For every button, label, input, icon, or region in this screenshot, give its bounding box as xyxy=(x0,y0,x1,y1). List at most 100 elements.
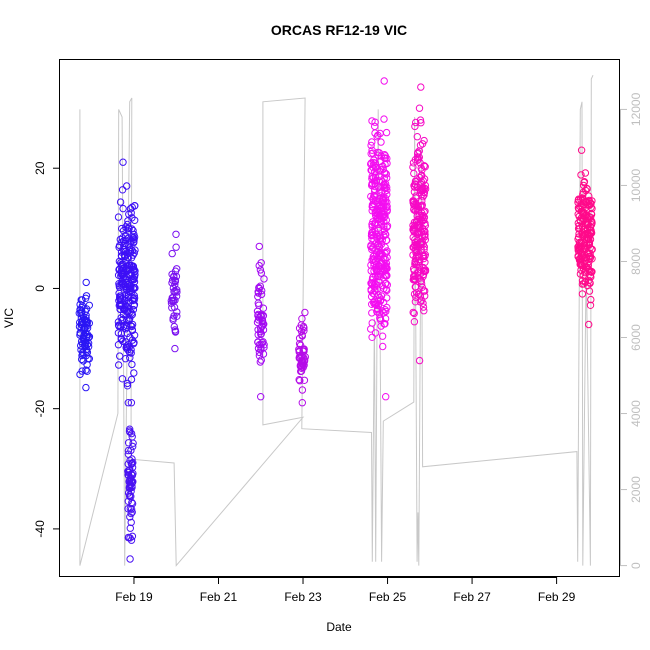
data-point xyxy=(415,104,424,112)
data-point xyxy=(378,332,387,340)
data-point xyxy=(367,325,375,333)
data-point xyxy=(419,299,427,307)
data-point xyxy=(371,122,379,131)
data-point xyxy=(410,218,419,227)
data-point xyxy=(75,309,84,317)
data-point xyxy=(375,215,383,223)
data-point xyxy=(378,307,386,315)
data-point xyxy=(126,288,134,296)
data-point xyxy=(382,231,390,239)
data-point xyxy=(416,141,425,149)
y-tick-label: -40 xyxy=(33,520,47,538)
data-point xyxy=(258,323,266,331)
y-axis-left: 20 0 -20 -40 xyxy=(33,161,60,538)
data-point xyxy=(260,275,268,283)
data-point xyxy=(170,303,179,311)
data-point xyxy=(586,213,595,222)
data-point xyxy=(375,188,383,196)
data-point xyxy=(115,322,123,330)
data-point xyxy=(126,555,134,563)
y2-tick-label: 12000 xyxy=(629,92,643,126)
x-tick-label: Feb 23 xyxy=(284,590,322,604)
data-point xyxy=(418,209,426,217)
data-point xyxy=(128,360,136,369)
data-point xyxy=(577,171,585,179)
series-rf17 xyxy=(367,77,392,401)
data-point xyxy=(126,342,134,351)
data-point xyxy=(126,272,134,280)
data-point xyxy=(84,343,93,351)
data-point xyxy=(375,183,383,192)
data-point xyxy=(127,399,136,407)
data-point xyxy=(298,352,306,360)
data-point xyxy=(587,295,595,304)
data-point xyxy=(574,198,582,207)
data-point xyxy=(410,182,418,190)
data-point xyxy=(128,247,137,255)
data-point xyxy=(83,367,91,375)
data-point xyxy=(78,367,86,375)
data-point xyxy=(409,308,417,317)
data-point xyxy=(117,259,125,267)
data-point xyxy=(114,213,123,221)
data-point xyxy=(410,169,418,178)
data-point xyxy=(127,346,135,354)
data-point xyxy=(381,154,389,162)
data-point xyxy=(369,273,377,281)
data-point xyxy=(416,238,425,247)
data-point xyxy=(575,256,584,264)
data-point xyxy=(377,258,385,267)
data-point xyxy=(117,335,126,344)
data-point xyxy=(585,287,594,295)
data-point xyxy=(375,251,383,259)
data-point xyxy=(297,362,305,370)
data-point xyxy=(584,250,592,258)
y-tick-label: -20 xyxy=(33,400,47,418)
data-point xyxy=(116,352,124,360)
data-point xyxy=(373,234,381,243)
data-point xyxy=(586,222,595,231)
data-point xyxy=(117,252,126,260)
y2-tick-label: 0 xyxy=(629,562,643,569)
data-point xyxy=(585,276,593,285)
data-point xyxy=(128,455,136,463)
data-point xyxy=(576,217,585,226)
data-point xyxy=(127,492,135,501)
data-point xyxy=(124,439,133,447)
data-point xyxy=(128,326,137,335)
data-point xyxy=(411,241,419,250)
data-point xyxy=(411,207,420,215)
data-point xyxy=(368,138,376,146)
data-point xyxy=(255,352,264,360)
data-point xyxy=(129,442,137,451)
data-point xyxy=(127,509,135,518)
data-point xyxy=(298,315,306,323)
series-rf18 xyxy=(409,83,430,365)
data-point xyxy=(415,253,423,261)
data-point xyxy=(580,178,589,186)
data-point xyxy=(382,248,391,257)
data-point xyxy=(579,181,588,190)
data-point xyxy=(116,235,125,244)
data-point xyxy=(577,146,586,154)
x-tick-label: Feb 19 xyxy=(115,590,153,604)
data-point xyxy=(371,329,380,337)
data-point xyxy=(579,190,587,199)
y-tick-label: 0 xyxy=(33,285,47,292)
data-point xyxy=(295,340,304,348)
data-point xyxy=(421,267,430,275)
data-point xyxy=(578,290,587,298)
data-point xyxy=(382,128,391,137)
data-point xyxy=(421,185,430,193)
data-point xyxy=(411,283,419,291)
data-point xyxy=(377,292,386,300)
data-point xyxy=(409,275,417,284)
data-point xyxy=(126,524,135,532)
data-point xyxy=(124,289,132,297)
data-point xyxy=(122,223,130,231)
data-point xyxy=(172,243,180,251)
data-point xyxy=(298,360,307,368)
data-point xyxy=(254,292,262,301)
data-point xyxy=(126,480,134,488)
